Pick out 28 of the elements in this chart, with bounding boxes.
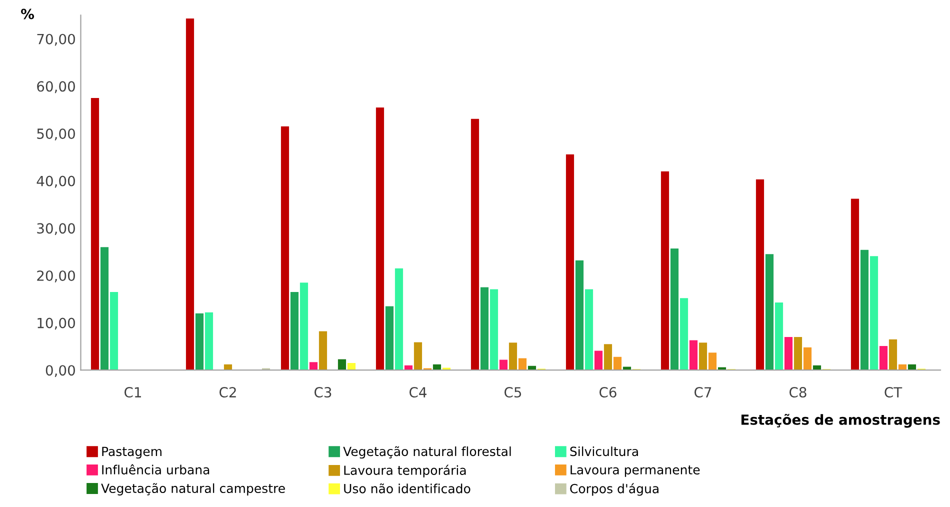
y-tick-label: 0,00 [46, 365, 75, 377]
legend-label: Uso não identificado [344, 483, 470, 494]
x-tick-label: C3 [314, 387, 332, 398]
x-tick-label: C5 [504, 387, 522, 398]
x-tick-label: C2 [220, 387, 236, 398]
legend-label: Silvicultura [570, 446, 638, 456]
y-tick-label: 60,00 [37, 81, 75, 94]
legend-label: Vegetação natural campestre [101, 483, 285, 496]
legend-label: Vegetação natural florestal [343, 446, 511, 459]
x-tick-label: CT [884, 387, 902, 398]
x-tick-label: C8 [790, 387, 806, 398]
x-tick-label: C4 [410, 387, 426, 398]
legend-label: Corpos d'água [570, 483, 658, 496]
legend-label: Pastagem [102, 446, 162, 459]
x-axis-title: Estações de amostragens [741, 414, 940, 428]
y-axis-title: % [21, 8, 34, 20]
x-tick-label: C1 [124, 387, 141, 398]
y-tick-label: 10,00 [38, 318, 75, 330]
x-tick-label: C7 [694, 387, 712, 398]
y-tick-label: 40,00 [36, 176, 75, 188]
legend-label: Lavoura temporária [344, 464, 466, 478]
legend-label: Influência urbana [102, 464, 210, 474]
y-tick-label: 30,00 [37, 223, 75, 236]
y-tick-label: 20,00 [37, 270, 75, 282]
y-tick-label: 70,00 [37, 34, 75, 46]
y-tick-label: 50,00 [37, 128, 75, 140]
legend-label: Lavoura permanente [570, 465, 700, 477]
x-tick-label: C6 [600, 387, 616, 398]
